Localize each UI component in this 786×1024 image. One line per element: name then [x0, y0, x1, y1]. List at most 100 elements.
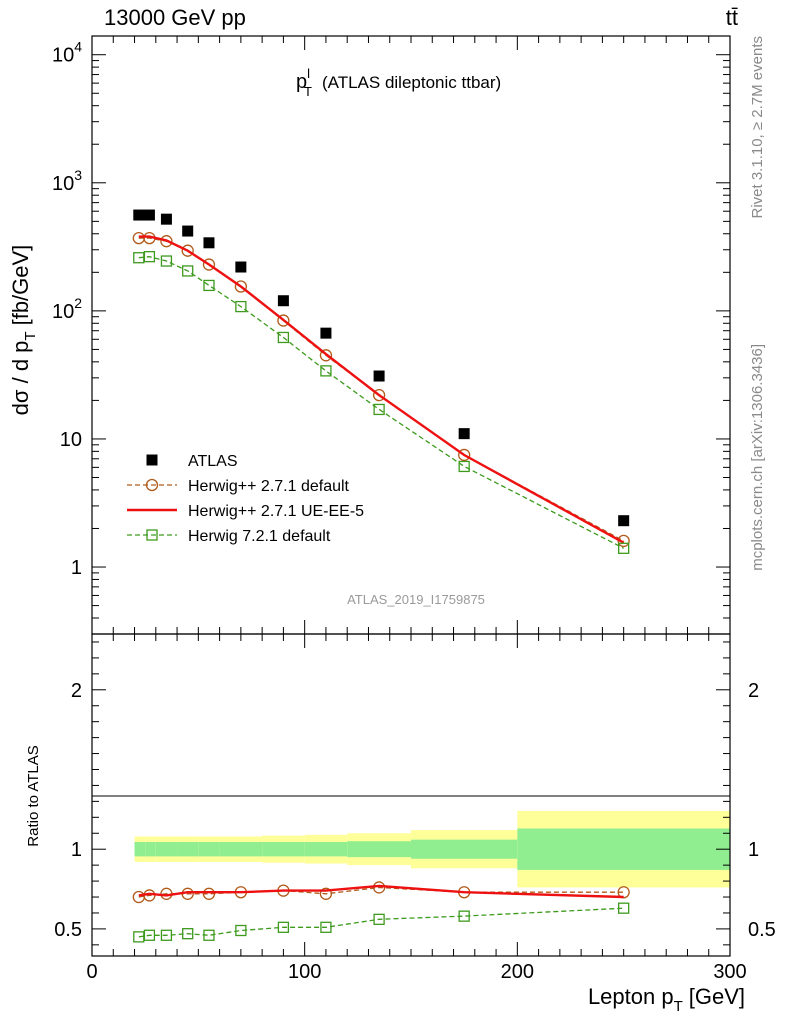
- title-sub: T: [304, 84, 312, 99]
- green-band-10: [517, 828, 730, 870]
- green-band-4: [198, 842, 220, 857]
- green-band-5: [219, 842, 263, 857]
- rivet-label: Rivet 3.1.10, ≥ 2.7M events: [749, 36, 766, 219]
- ratio-series-2-point-9: [458, 910, 470, 922]
- main-series-0-point-4: [203, 237, 215, 249]
- main-y-tick-base: 10: [60, 429, 82, 451]
- energy-label: 13000 GeV pp: [104, 5, 246, 30]
- ratio-series-2-point-6: [277, 921, 290, 933]
- main-y-tick-base: 10: [52, 301, 74, 323]
- legend-marker-1: [145, 478, 159, 492]
- x-tick-label-0: 0: [86, 961, 97, 983]
- green-band-2: [155, 842, 178, 857]
- ratio-series-0-point-4: [202, 887, 216, 900]
- ylabel-main: dσ / d p: [8, 341, 33, 416]
- main-series-1-point-6: [277, 314, 290, 327]
- ratio-y-tick-label-right-2: 2: [748, 680, 759, 702]
- ratio-series-2-point-1: [143, 929, 156, 941]
- process-label: tt̄: [726, 5, 738, 30]
- main-series-0-point-1: [143, 209, 155, 221]
- green-band-3: [177, 842, 199, 857]
- ratio-y-tick-label-left-0: 0.5: [54, 919, 82, 941]
- main-series-0-point-7: [320, 327, 332, 339]
- main-y-tick-exp: 2: [74, 295, 82, 311]
- main-series-0-point-3: [182, 225, 194, 237]
- ratio-series-2-point-8: [373, 913, 385, 925]
- ratio-series-2-point-5: [235, 924, 247, 937]
- main-series-3-point-7: [320, 365, 332, 377]
- x-tick-labels: 0 100 200 300: [86, 961, 746, 983]
- legend-label-0: ATLAS: [188, 453, 238, 470]
- main-series-3-point-6: [277, 331, 290, 344]
- legend-marker-0: [146, 454, 158, 466]
- ratio-series-0-point-7: [319, 887, 333, 900]
- x-axis-label: Lepton pT [GeV]: [588, 984, 745, 1015]
- main-series-3-point-3: [182, 265, 194, 277]
- mcplots-label: mcplots.cern.ch [arXiv:1306.3436]: [749, 344, 766, 571]
- ratio-y-tick-label-left-2: 2: [71, 680, 82, 702]
- legend: ATLAS Herwig++ 2.7.1 default Herwig++ 2.7.…: [127, 453, 364, 545]
- green-band-0: [134, 842, 146, 857]
- green-band-6: [262, 842, 305, 857]
- ratio-y-tick-label-left-1: 1: [71, 839, 82, 861]
- main-y-tick-label-0: 1: [71, 557, 82, 579]
- ratio-panel: 0.5 0.5 1 1 2 2 0 100 200 300 Ratio to ATLAS Lep…: [25, 633, 776, 1015]
- main-y-tick-base: 10: [52, 45, 74, 67]
- main-series-0-point-9: [458, 428, 470, 440]
- ratio-y-tick-labels: 0.5 0.5 1 1 2 2: [54, 680, 776, 941]
- main-y-tick-label-2: 102: [52, 295, 82, 323]
- main-series-1-point-2: [160, 235, 173, 248]
- analysis-id: ATLAS_2019_I1759875: [347, 592, 485, 607]
- legend-label-2: Herwig++ 2.7.1 UE-EE-5: [188, 503, 364, 520]
- main-series-1-point-5: [234, 280, 248, 293]
- title-rest: (ATLAS dileptonic ttbar): [322, 73, 501, 92]
- main-series-3-point-1: [143, 251, 156, 263]
- main-series-3-point-8: [373, 403, 385, 416]
- xlabel-main: Lepton p: [588, 984, 674, 1009]
- green-band-7: [304, 842, 348, 857]
- ratio-frame: [91, 633, 731, 957]
- main-y-tick-base: 10: [52, 173, 74, 195]
- title-sup: l: [307, 66, 310, 81]
- ratio-series-2-point-2: [160, 929, 173, 941]
- main-series-3-point-5: [235, 300, 247, 313]
- main-y-tick-label-4: 104: [52, 39, 82, 67]
- main-series-0-point-0: [133, 209, 145, 221]
- main-series-1-point-3: [181, 244, 194, 257]
- main-data-layer: [132, 209, 630, 554]
- main-series-2-line: [138, 235, 625, 544]
- x-tick-label-2: 200: [501, 961, 534, 983]
- ratio-axis-ticks: [91, 634, 731, 956]
- ratio-series-2-point-7: [320, 921, 332, 933]
- main-series-0-point-5: [235, 261, 247, 273]
- main-series-3-point-2: [160, 255, 173, 267]
- main-series-0-point-2: [160, 213, 172, 225]
- main-series-3-point-10: [618, 542, 630, 554]
- ylabel-sub: T: [22, 331, 39, 340]
- main-axis-ticks: [91, 36, 731, 635]
- ratio-y-tick-label-right-1: 1: [748, 839, 759, 861]
- x-tick-label-1: 100: [288, 961, 321, 983]
- ratio-series-1-line: [138, 884, 624, 899]
- main-series-3-point-4: [203, 279, 215, 292]
- ratio-series-2-point-10: [618, 902, 630, 914]
- xlabel-unit: [GeV]: [689, 984, 745, 1009]
- main-series-0-point-8: [373, 370, 385, 382]
- legend-marker-3: [146, 529, 158, 541]
- main-series-0-point-10: [618, 515, 630, 527]
- main-series-1-point-9: [458, 448, 471, 462]
- green-band-1: [145, 842, 156, 857]
- xlabel-sub: T: [674, 998, 683, 1015]
- ratio-y-axis-label: Ratio to ATLAS: [25, 745, 42, 846]
- main-y-tick-exp: 4: [74, 39, 82, 55]
- main-series-1-point-4: [202, 258, 216, 271]
- legend-label-1: Herwig++ 2.7.1 default: [188, 478, 350, 495]
- ratio-series-2-point-3: [182, 928, 194, 940]
- main-series-0-point-6: [277, 295, 289, 307]
- green-band-8: [347, 841, 411, 858]
- ratio-series-2-point-4: [203, 929, 215, 941]
- main-y-axis-label: dσ / d pT [fb/GeV]: [8, 245, 39, 416]
